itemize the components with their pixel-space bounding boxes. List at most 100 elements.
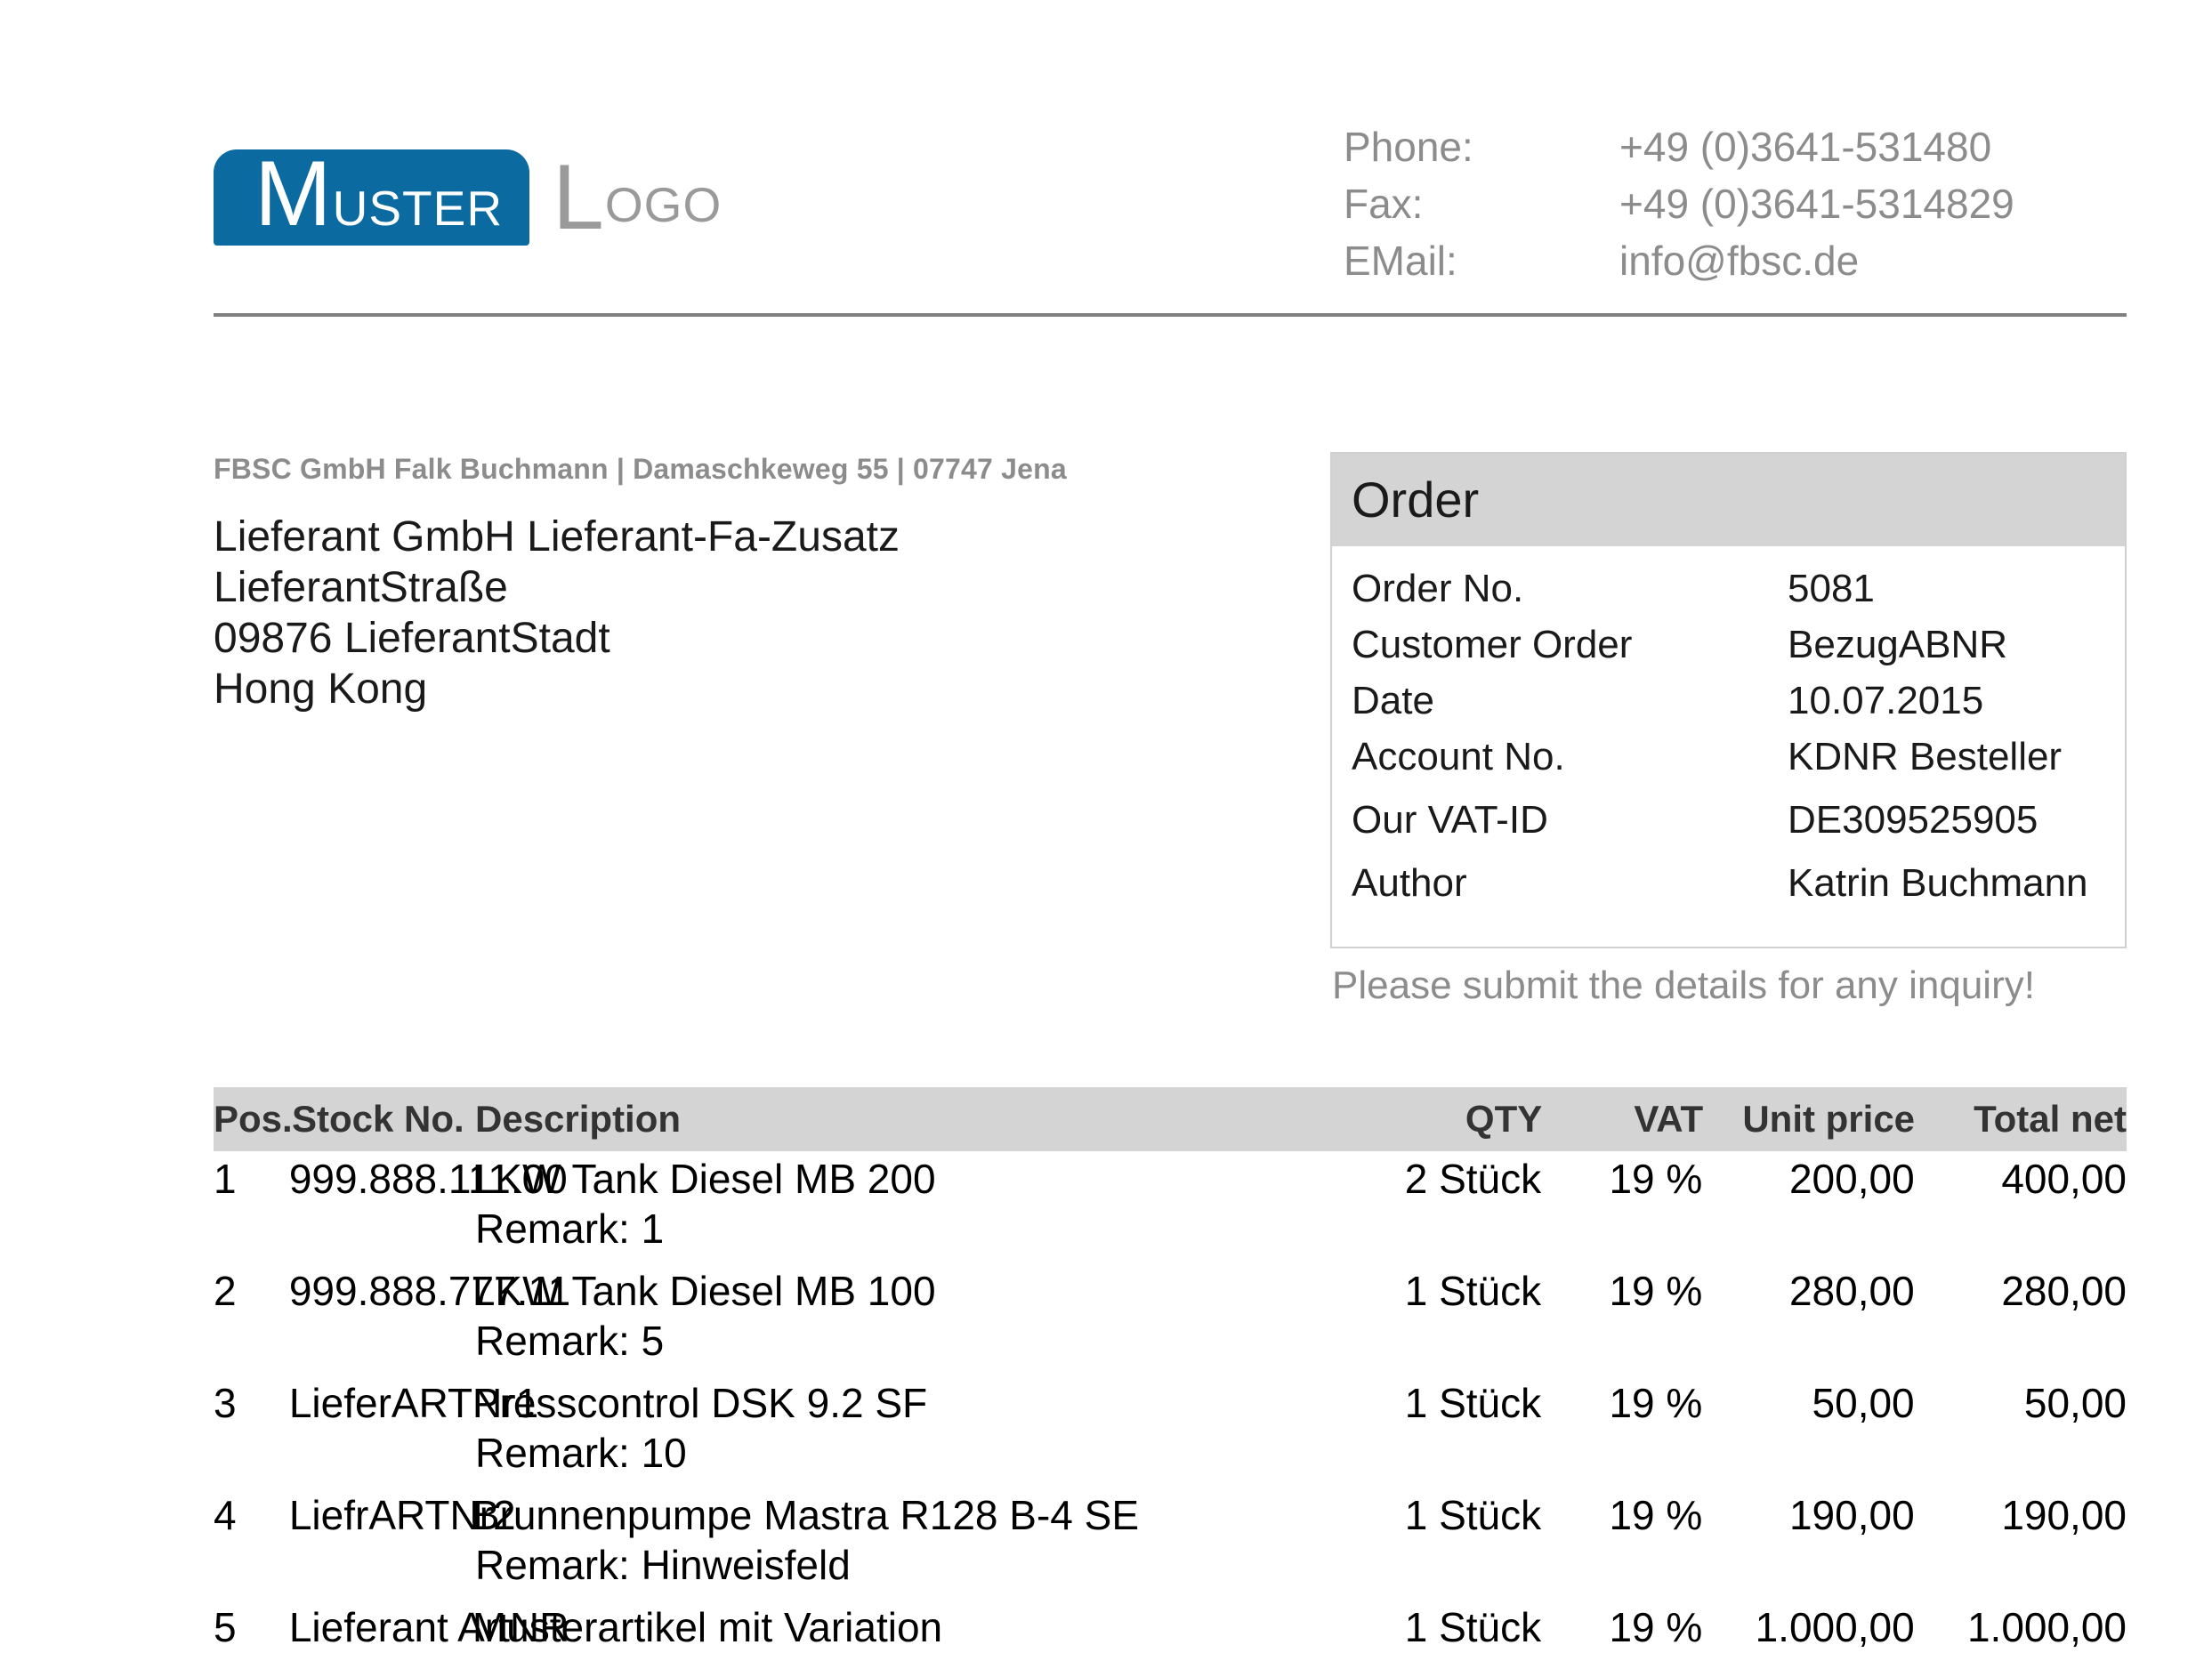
- recipient-line-4: Hong Kong: [214, 665, 428, 713]
- cell-total-net: 50,00: [2023, 1380, 2127, 1426]
- table-row: 5 Lieferant ArtNR Musterartikel mit Vari…: [214, 1603, 2127, 1653]
- row-spacer: [214, 1367, 2127, 1379]
- table-row: 3 LieferARTNr1 Presscontrol DSK 9.2 SF 1…: [214, 1379, 2127, 1479]
- order-info-title: Order: [1352, 472, 1480, 528]
- order-field-value: 10.07.2015: [1788, 679, 1984, 722]
- cell-remark: Remark: 1: [475, 1205, 665, 1252]
- table-row: 1 999.888.111.00 LKW Tank Diesel MB 200 …: [214, 1155, 2127, 1254]
- cell-total-net: 280,00: [2001, 1268, 2127, 1314]
- row-spacer: [214, 1254, 2127, 1267]
- cell-qty: 2 Stück: [1404, 1156, 1542, 1202]
- order-field-order-no: Order No. 5081: [1352, 566, 2125, 622]
- cell-unit-price: 200,00: [1788, 1156, 1915, 1202]
- logo-badge-text: Muster: [254, 148, 503, 240]
- order-info-header: Order: [1332, 454, 2125, 546]
- sender-return-line: FBSC GmbH Falk Buchmann | Damaschkeweg 5…: [214, 453, 1067, 485]
- cell-unit-price: 280,00: [1788, 1268, 1915, 1314]
- contact-label-fax: Fax:: [1344, 181, 1424, 227]
- page-bottom-clip: [0, 1600, 2212, 1609]
- cell-total-net: 190,00: [2001, 1492, 2127, 1538]
- cell-qty: 1 Stück: [1404, 1268, 1542, 1314]
- order-field-customer-order: Customer Order BezugABNR: [1352, 622, 2125, 678]
- cell-remark: Remark: 5: [475, 1318, 665, 1364]
- logo-badge: Muster: [214, 148, 530, 246]
- order-field-value: 5081: [1788, 567, 1875, 610]
- order-field-label: Date: [1352, 679, 1434, 722]
- cell-stock-no: LieferARTNr1: [288, 1380, 539, 1426]
- cell-vat: 19 %: [1609, 1492, 1703, 1538]
- recipient-address: Lieferant GmbH Lieferant-Fa-Zusatz Liefe…: [214, 512, 900, 714]
- order-info-box: Order Order No. 5081 Customer Order Bezu…: [1330, 452, 2127, 948]
- cell-unit-price: 50,00: [1812, 1380, 1915, 1426]
- header-divider: [214, 313, 2127, 317]
- table-body: 1 999.888.111.00 LKW Tank Diesel MB 200 …: [214, 1151, 2127, 1653]
- order-field-label: Order No.: [1352, 567, 1524, 610]
- contact-row-phone: Phone: +49 (0)3641-531480: [1344, 123, 2127, 180]
- column-header-description: Description: [475, 1098, 682, 1140]
- line-items-table: Pos. Stock No. Description QTY VAT Unit …: [214, 1087, 2127, 1653]
- cell-stock-no: Lieferant ArtNR: [288, 1604, 569, 1650]
- contact-label-phone: Phone:: [1344, 124, 1473, 170]
- cell-vat: 19 %: [1609, 1380, 1703, 1426]
- logo-badge-initial: M: [254, 142, 333, 246]
- table-row: 2 999.888.777.11 LKW Tank Diesel MB 100 …: [214, 1267, 2127, 1367]
- column-header-vat: VAT: [1634, 1098, 1704, 1140]
- order-field-label: Author: [1352, 861, 1467, 905]
- cell-description: LKW Tank Diesel MB 100: [472, 1268, 936, 1314]
- cell-description: LKW Tank Diesel MB 200: [472, 1156, 936, 1202]
- cell-vat: 19 %: [1609, 1268, 1703, 1314]
- cell-pos: 5: [214, 1604, 237, 1650]
- cell-description: Musterartikel mit Variation: [472, 1604, 943, 1650]
- contact-label-email: EMail:: [1344, 238, 1457, 284]
- recipient-line-1: Lieferant GmbH Lieferant-Fa-Zusatz: [214, 513, 900, 560]
- column-header-total-net: Total net: [1974, 1098, 2127, 1140]
- order-field-author: Author Katrin Buchmann: [1352, 860, 2125, 923]
- order-field-date: Date 10.07.2015: [1352, 678, 2125, 734]
- cell-pos: 3: [214, 1380, 237, 1426]
- contact-value-fax: +49 (0)3641-5314829: [1619, 181, 2014, 227]
- order-inquiry-note: Please submit the details for any inquir…: [1332, 964, 2035, 1007]
- order-info-body: Order No. 5081 Customer Order BezugABNR …: [1332, 546, 2125, 947]
- column-header-stock-no: Stock No.: [292, 1098, 464, 1140]
- order-field-account-no: Account No. KDNR Besteller: [1352, 734, 2125, 797]
- contact-row-email: EMail: info@fbsc.de: [1344, 237, 2127, 294]
- cell-vat: 19 %: [1609, 1156, 1703, 1202]
- cell-pos: 2: [214, 1268, 237, 1314]
- recipient-line-2: LieferantStraße: [214, 564, 508, 611]
- cell-unit-price: 190,00: [1788, 1492, 1915, 1538]
- logo-secondary-initial: L: [553, 146, 605, 249]
- table-header-row: Pos. Stock No. Description QTY VAT Unit …: [214, 1087, 2127, 1151]
- cell-unit-price: 1.000,00: [1755, 1604, 1915, 1650]
- recipient-line-3: 09876 LieferantStadt: [214, 615, 610, 662]
- contact-value-email: info@fbsc.de: [1619, 238, 1860, 284]
- cell-qty: 1 Stück: [1404, 1604, 1542, 1650]
- order-field-value: KDNR Besteller: [1788, 735, 2063, 778]
- cell-stock-no: 999.888.111.00: [288, 1156, 568, 1202]
- order-field-label: Customer Order: [1352, 623, 1633, 666]
- table-row: 4 LiefrARTNr2 Brunnenpumpe Mastra R128 B…: [214, 1491, 2127, 1591]
- logo-secondary-rest: ogo: [604, 158, 723, 237]
- order-field-vat-id: Our VAT-ID DE309525905: [1352, 797, 2125, 860]
- cell-description: Brunnenpumpe Mastra R128 B-4 SE: [472, 1492, 1140, 1538]
- contact-block: Phone: +49 (0)3641-531480 Fax: +49 (0)36…: [1344, 123, 2127, 294]
- column-header-qty: QTY: [1465, 1098, 1543, 1140]
- cell-qty: 1 Stück: [1404, 1492, 1542, 1538]
- contact-value-phone: +49 (0)3641-531480: [1619, 124, 1992, 170]
- column-header-pos: Pos.: [214, 1098, 293, 1140]
- column-header-unit-price: Unit price: [1742, 1098, 1916, 1140]
- cell-total-net: 1.000,00: [1966, 1604, 2127, 1650]
- cell-total-net: 400,00: [2001, 1156, 2127, 1202]
- order-field-value: DE309525905: [1788, 798, 2038, 842]
- cell-description: Presscontrol DSK 9.2 SF: [472, 1380, 928, 1426]
- cell-vat: 19 %: [1609, 1604, 1703, 1650]
- cell-remark: Remark: 10: [475, 1430, 687, 1476]
- order-field-label: Account No.: [1352, 735, 1565, 778]
- cell-stock-no: LiefrARTNr2: [288, 1492, 516, 1538]
- row-spacer: [214, 1479, 2127, 1491]
- logo-badge-rest: uster: [332, 162, 504, 240]
- cell-remark: Remark: Hinweisfeld: [475, 1542, 851, 1588]
